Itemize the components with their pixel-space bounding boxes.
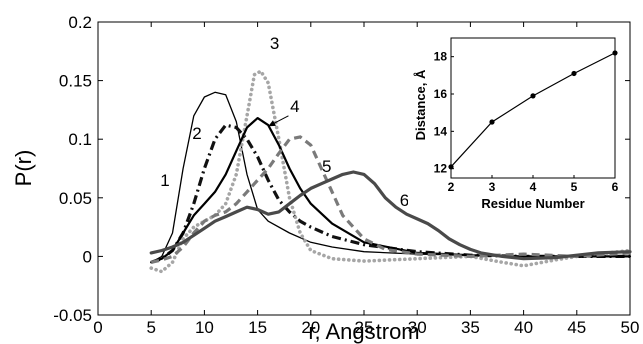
arrow-head	[268, 120, 276, 127]
main-x-axis-title: r, Angstrom	[308, 319, 419, 344]
inset-x-tick-label: 3	[489, 180, 496, 194]
inset-x-tick-label: 2	[448, 180, 455, 194]
inset-y-tick-label: 12	[434, 162, 448, 176]
main-y-tick-label: 0.1	[68, 130, 92, 149]
inset-y-axis-title: Distance, Å	[413, 69, 428, 140]
inset-data-point	[489, 119, 495, 125]
main-y-tick-label: 0	[83, 247, 92, 266]
main-x-tick-label: 25	[355, 318, 374, 337]
main-x-tick-label: 0	[93, 318, 102, 337]
main-x-tick-label: 20	[301, 318, 320, 337]
main-series	[149, 69, 632, 274]
curve-label-1: 1	[160, 171, 169, 190]
main-y-tick-label: 0.2	[68, 13, 92, 32]
inset-background	[408, 30, 623, 213]
curve-label-3: 3	[270, 34, 279, 53]
main-y-axis-title: P(r)	[11, 150, 36, 187]
inset-data-point	[612, 50, 618, 56]
inset-series	[448, 50, 618, 170]
inset-x-tick-label: 5	[571, 180, 578, 194]
main-x-tick-label: 30	[408, 318, 427, 337]
inset-y-tick-label: 18	[434, 50, 448, 64]
main-x-tick-label: 5	[146, 318, 155, 337]
main-x-tick-label: 35	[461, 318, 480, 337]
inset-y-tick-label: 14	[434, 124, 448, 138]
series-line-6	[149, 170, 632, 261]
series-line-2	[150, 123, 630, 264]
curve-label-2: 2	[192, 124, 201, 143]
inset-data-point	[530, 93, 536, 99]
main-y-tick-label: 0.05	[59, 189, 92, 208]
inset-chart: 2 3 4 5 6 12 14 16 18 Residue Number Distance, Å	[408, 30, 623, 213]
main-x-tick-label: 50	[621, 318, 640, 337]
curve-label-6: 6	[400, 191, 409, 210]
inset-y-tick-label: 16	[434, 87, 448, 101]
inset-data-point	[448, 164, 454, 170]
inset-x-tick-label: 4	[530, 180, 537, 194]
inset-ticks: 2 3 4 5 6 12 14 16 18	[434, 50, 619, 194]
inset-x-axis-title: Residue Number	[481, 196, 584, 211]
main-x-tick-label: 40	[514, 318, 533, 337]
series-line-3	[149, 69, 632, 274]
curve-label-5: 5	[322, 157, 331, 176]
main-annotations: 1 2 3 4 5 6	[160, 34, 409, 210]
curve-label-4: 4	[290, 97, 299, 116]
main-x-tick-label: 10	[195, 318, 214, 337]
main-y-tick-label: 0.15	[59, 72, 92, 91]
inset-x-tick-label: 6	[612, 180, 619, 194]
main-y-tick-label: -0.05	[53, 306, 92, 325]
main-x-tick-label: 45	[567, 318, 586, 337]
main-x-tick-label: 15	[248, 318, 267, 337]
series-line-5	[150, 135, 631, 264]
inset-data-point	[571, 70, 577, 77]
